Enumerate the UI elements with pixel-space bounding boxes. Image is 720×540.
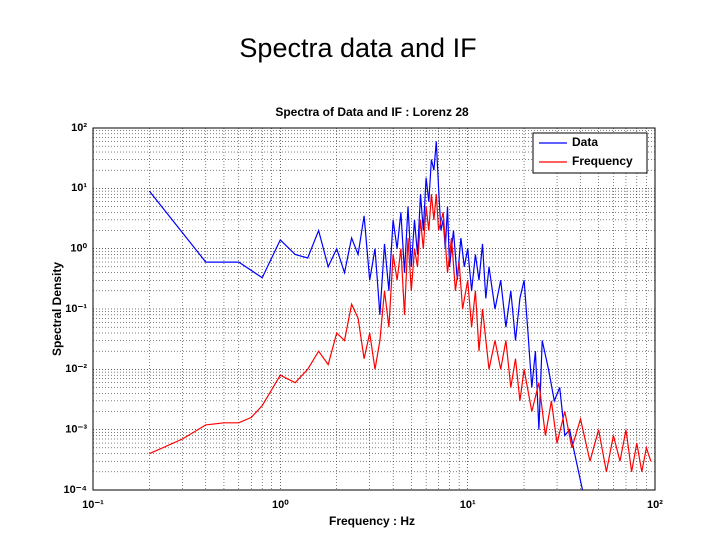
y-tick-label: 10⁰	[70, 243, 87, 255]
data-line	[149, 194, 652, 472]
y-tick-label: 10⁻¹	[65, 303, 87, 315]
chart-title: Spectra of Data and IF : Lorenz 28	[275, 105, 469, 119]
data-line	[148, 141, 584, 490]
y-tick-label: 10⁻²	[65, 363, 87, 375]
legend-box	[532, 132, 648, 174]
y-tick-label: 10⁻³	[65, 424, 87, 436]
y-axis-label: Spectral Density	[50, 262, 64, 356]
x-tick-label: 10⁻¹	[82, 499, 104, 511]
x-tick-label: 10²	[647, 499, 663, 511]
y-tick-label: 10²	[71, 122, 87, 134]
legend-label: Data	[572, 135, 598, 149]
y-tick-label: 10¹	[71, 182, 87, 194]
legend-label: Frequency	[572, 154, 633, 168]
x-tick-label: 10⁰	[272, 499, 289, 511]
slide-title: Spectra data and IF	[239, 33, 476, 63]
x-tick-label: 10¹	[460, 499, 476, 511]
x-axis-label: Frequency : Hz	[329, 514, 415, 528]
y-tick-label: 10⁻⁴	[64, 484, 87, 496]
plot-frame	[92, 127, 656, 491]
